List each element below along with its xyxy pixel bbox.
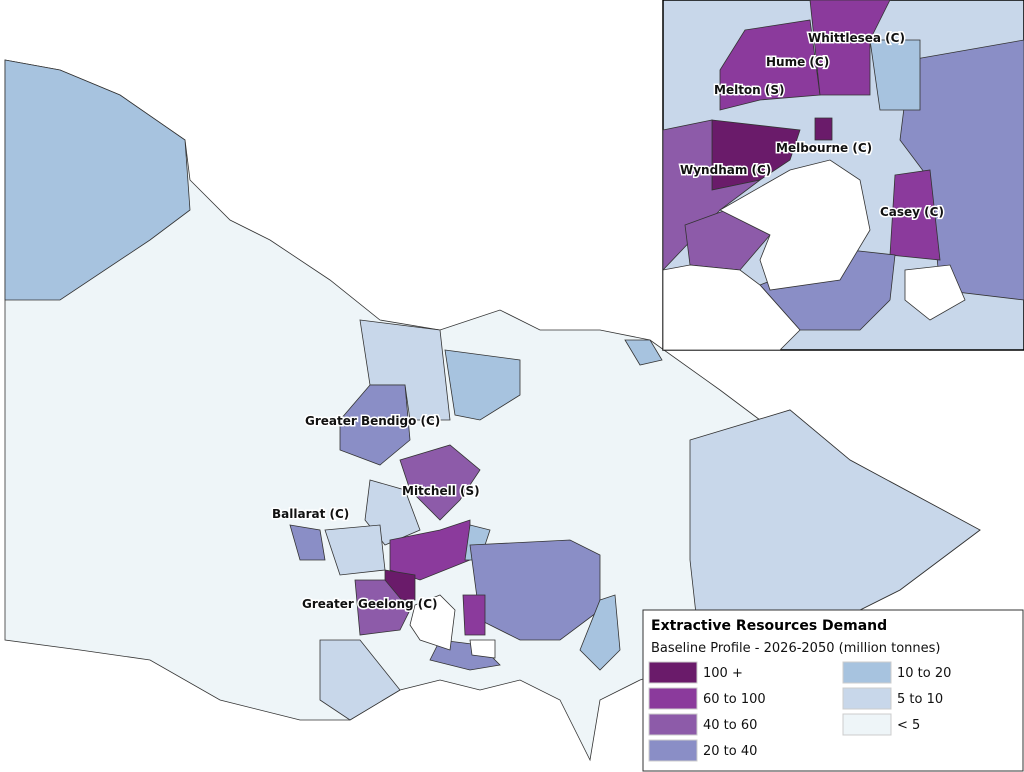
legend-swatch xyxy=(842,661,892,684)
region xyxy=(809,0,891,96)
region xyxy=(289,524,326,561)
legend-swatch xyxy=(648,739,698,762)
island xyxy=(904,264,966,321)
bay xyxy=(719,159,871,291)
legend-swatch xyxy=(842,687,892,710)
region xyxy=(339,384,411,466)
inset-label: Hume (C) xyxy=(766,55,829,69)
legend-swatch xyxy=(842,713,892,736)
inset: Whittlesea (C) Hume (C) Melton (S) Melbo… xyxy=(662,0,1024,351)
region xyxy=(579,594,621,671)
region xyxy=(444,349,521,421)
legend-label: 40 to 60 xyxy=(703,718,757,733)
legend-label: < 5 xyxy=(897,718,920,733)
region xyxy=(814,117,833,141)
region xyxy=(4,59,191,301)
legend-label: 60 to 100 xyxy=(703,692,766,707)
legend-label: 5 to 10 xyxy=(897,692,943,707)
legend-subtitle: Baseline Profile - 2026-2050 (million to… xyxy=(651,641,941,656)
region xyxy=(469,539,601,641)
inset-label: Wyndham (C) xyxy=(680,163,771,177)
legend-swatch xyxy=(648,661,698,684)
region xyxy=(719,19,821,111)
inset-label: Whittlesea (C) xyxy=(808,31,905,45)
region xyxy=(319,639,401,721)
region xyxy=(462,594,486,636)
bay xyxy=(469,639,496,659)
region xyxy=(689,409,981,651)
region-label: Ballarat (C) xyxy=(272,507,349,521)
region-label: Greater Bendigo (C) xyxy=(305,414,440,428)
region xyxy=(354,579,411,636)
legend-label: 10 to 20 xyxy=(897,666,951,681)
coast xyxy=(662,264,801,351)
region xyxy=(889,169,941,261)
legend-box xyxy=(642,609,1024,772)
region-label: Greater Geelong (C) xyxy=(302,597,438,611)
inset-label: Melbourne (C) xyxy=(776,141,872,155)
inset-label: Melton (S) xyxy=(714,83,785,97)
legend-swatch xyxy=(648,713,698,736)
legend-label: 100 + xyxy=(703,666,743,681)
legend-label: 20 to 40 xyxy=(703,744,757,759)
inset-label: Casey (C) xyxy=(880,205,944,219)
region-label: Mitchell (S) xyxy=(402,484,480,498)
legend-swatch xyxy=(648,687,698,710)
legend: Extractive Resources Demand Baseline Pro… xyxy=(642,609,1024,772)
map-labels: Greater Bendigo (C) Mitchell (S) Ballara… xyxy=(271,413,482,613)
region xyxy=(399,444,481,521)
state-map xyxy=(4,59,981,762)
region xyxy=(869,39,921,111)
legend-title: Extractive Resources Demand xyxy=(651,618,887,634)
region xyxy=(624,339,663,366)
bay xyxy=(409,594,456,651)
